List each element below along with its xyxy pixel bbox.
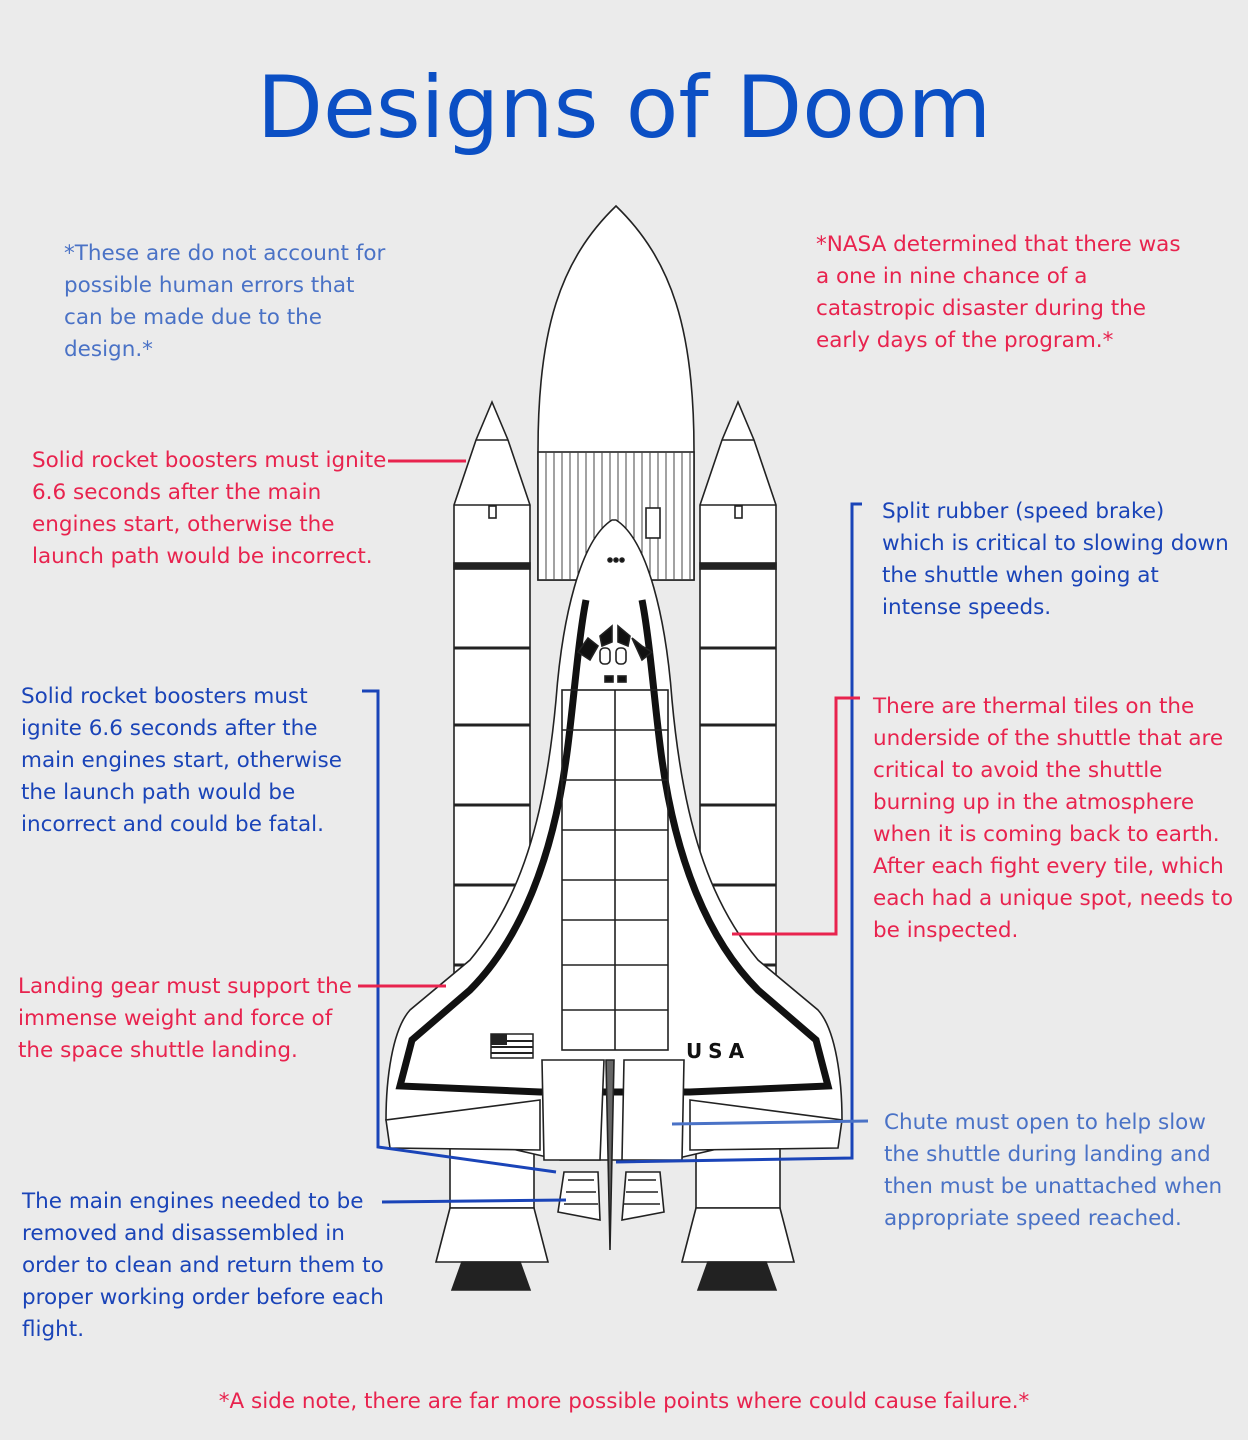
note-thermal-tiles: There are thermal tiles on the underside…	[873, 694, 1233, 943]
note-srb-ignite-blue: Solid rocket boosters must ignite 6.6 se…	[21, 684, 342, 837]
note-srb-ignite-red: Solid rocket boosters must ignite 6.6 se…	[32, 448, 387, 569]
note-landing-gear: Landing gear must support the immense we…	[18, 974, 352, 1063]
orbiter-marking: USA	[686, 1039, 750, 1063]
connector-chute	[671, 1119, 869, 1126]
connector-speed-brake	[615, 502, 862, 1164]
usa-flag-icon	[490, 1033, 534, 1059]
note-side-note: *A side note, there are far more possibl…	[218, 1389, 1030, 1414]
note-chute: Chute must open to help slow the shuttle…	[884, 1110, 1223, 1231]
note-speed-brake: Split rubber (speed brake) which is crit…	[882, 499, 1229, 620]
space-shuttle-icon	[385, 204, 843, 1291]
note-nasa-chance: *NASA determined that there was a one in…	[816, 232, 1181, 353]
note-main-engines: The main engines needed to be removed an…	[22, 1189, 384, 1342]
page-title: Designs of Doom	[256, 58, 992, 158]
note-human-errors: *These are do not account for possible h…	[64, 241, 386, 362]
connector-main-engines	[381, 1198, 567, 1204]
connector-srb-blue	[362, 689, 557, 1174]
connector-thermal-tiles	[732, 696, 860, 936]
